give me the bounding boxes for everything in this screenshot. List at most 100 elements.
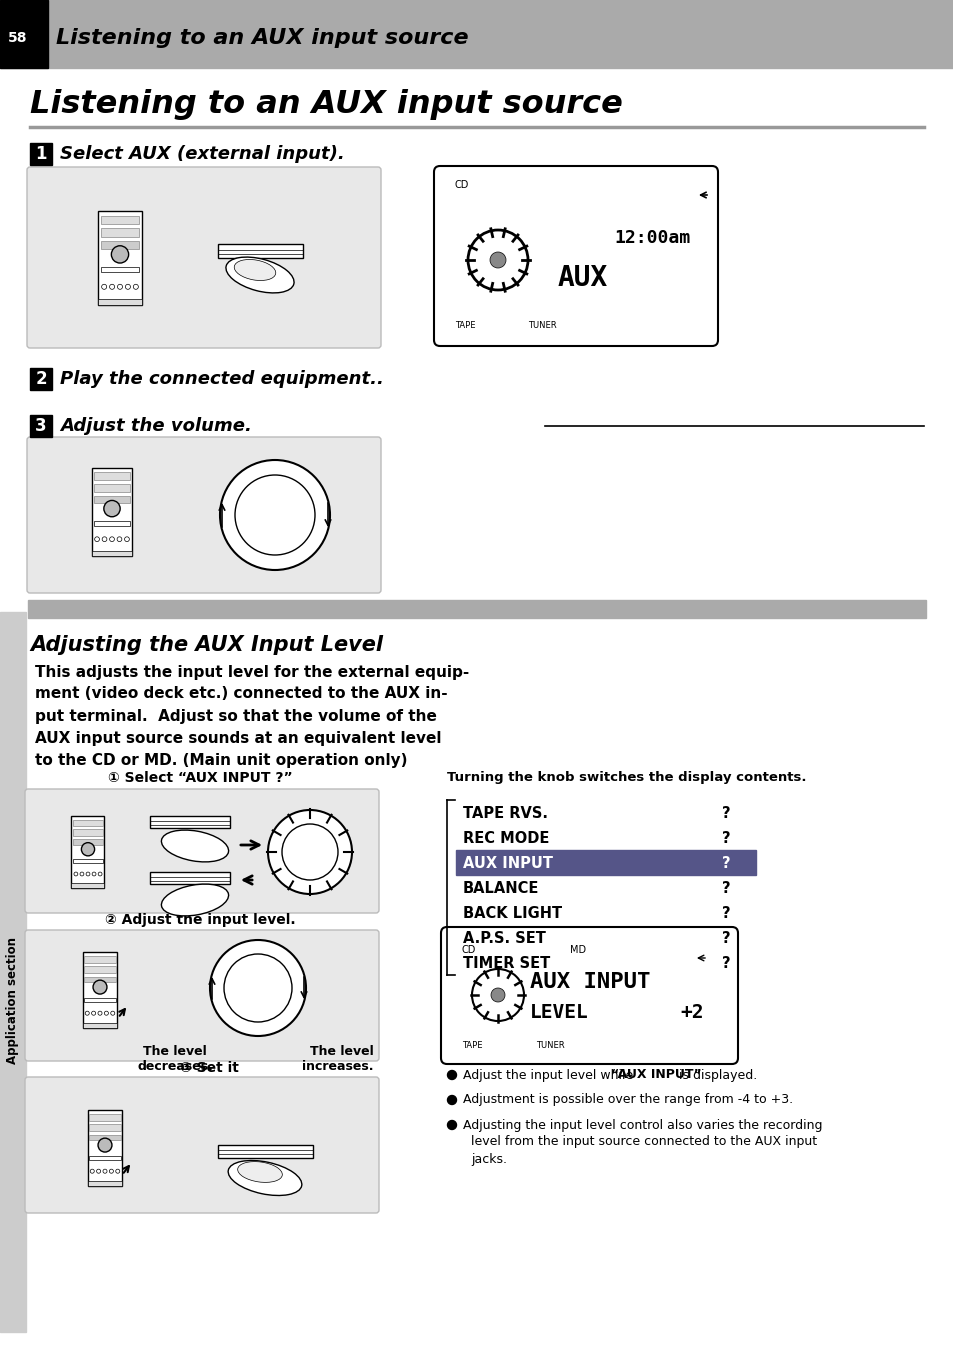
Text: Adjustment is possible over the range from -4 to +3.: Adjustment is possible over the range fr… bbox=[462, 1093, 792, 1106]
Bar bbox=[30, 143, 52, 165]
Ellipse shape bbox=[234, 259, 275, 281]
Circle shape bbox=[98, 873, 102, 875]
Bar bbox=[84, 997, 115, 1001]
Text: Adjusting the input level control also varies the recording: Adjusting the input level control also v… bbox=[462, 1119, 821, 1132]
Ellipse shape bbox=[237, 1162, 282, 1182]
Text: Turning the knob switches the display contents.: Turning the knob switches the display co… bbox=[447, 771, 805, 785]
Circle shape bbox=[91, 1011, 95, 1015]
Circle shape bbox=[102, 536, 107, 542]
Text: 12:00am: 12:00am bbox=[614, 230, 689, 247]
Text: ?: ? bbox=[721, 857, 730, 871]
Circle shape bbox=[94, 536, 99, 542]
Circle shape bbox=[103, 1169, 107, 1173]
Text: TUNER: TUNER bbox=[527, 320, 556, 330]
Circle shape bbox=[117, 284, 122, 289]
Text: AUX input source sounds at an equivalent level: AUX input source sounds at an equivalent… bbox=[35, 731, 441, 746]
Bar bbox=[456, 850, 755, 875]
Text: AUX: AUX bbox=[558, 263, 608, 292]
Bar bbox=[98, 211, 141, 305]
Bar bbox=[150, 816, 230, 828]
Ellipse shape bbox=[226, 257, 294, 293]
Text: Listening to an AUX input source: Listening to an AUX input source bbox=[56, 28, 468, 49]
Text: Select AUX (external input).: Select AUX (external input). bbox=[60, 145, 344, 163]
Bar bbox=[0, 0, 953, 68]
Bar bbox=[90, 1135, 120, 1140]
Bar bbox=[84, 955, 115, 963]
Bar bbox=[73, 859, 103, 863]
Text: +2: +2 bbox=[679, 1002, 702, 1021]
Circle shape bbox=[110, 536, 114, 542]
Circle shape bbox=[133, 284, 138, 289]
Text: TAPE: TAPE bbox=[455, 320, 475, 330]
Circle shape bbox=[234, 476, 314, 555]
Bar bbox=[0, 612, 26, 1332]
Circle shape bbox=[74, 873, 78, 875]
Text: Play the connected equipment..: Play the connected equipment.. bbox=[60, 370, 383, 388]
Bar bbox=[218, 245, 303, 258]
Circle shape bbox=[210, 940, 306, 1036]
Bar bbox=[88, 1111, 122, 1186]
Bar bbox=[100, 242, 139, 249]
Text: ?: ? bbox=[721, 831, 730, 846]
Text: ?: ? bbox=[721, 931, 730, 946]
Bar bbox=[100, 216, 139, 224]
Circle shape bbox=[447, 1096, 456, 1105]
FancyArrowPatch shape bbox=[244, 875, 252, 884]
Circle shape bbox=[112, 246, 129, 263]
Bar bbox=[93, 471, 131, 480]
Bar bbox=[93, 496, 131, 503]
Bar bbox=[93, 484, 131, 492]
Text: LEVEL: LEVEL bbox=[530, 1002, 588, 1021]
Ellipse shape bbox=[161, 884, 229, 916]
Bar bbox=[73, 839, 103, 844]
Circle shape bbox=[93, 979, 107, 994]
Text: to the CD or MD. (Main unit operation only): to the CD or MD. (Main unit operation on… bbox=[35, 753, 407, 767]
Text: TAPE: TAPE bbox=[461, 1040, 482, 1050]
Bar bbox=[98, 299, 141, 305]
Ellipse shape bbox=[228, 1161, 301, 1196]
Text: BALANCE: BALANCE bbox=[462, 881, 538, 896]
Bar bbox=[71, 884, 105, 888]
Circle shape bbox=[224, 954, 292, 1021]
Bar bbox=[84, 966, 115, 973]
FancyBboxPatch shape bbox=[27, 436, 380, 593]
Text: Listening to an AUX input source: Listening to an AUX input source bbox=[30, 89, 622, 120]
Circle shape bbox=[91, 1169, 94, 1173]
Text: 3: 3 bbox=[35, 417, 47, 435]
Circle shape bbox=[468, 230, 527, 290]
Circle shape bbox=[117, 536, 122, 542]
Text: 58: 58 bbox=[8, 31, 28, 45]
Text: ?: ? bbox=[721, 807, 730, 821]
Text: Application section: Application section bbox=[7, 936, 19, 1063]
Bar bbox=[88, 1181, 122, 1186]
Circle shape bbox=[282, 824, 337, 880]
Circle shape bbox=[447, 1070, 456, 1079]
Bar bbox=[30, 415, 52, 436]
Text: ?: ? bbox=[721, 907, 730, 921]
Circle shape bbox=[491, 988, 504, 1002]
FancyArrowPatch shape bbox=[240, 840, 259, 850]
Text: REC MODE: REC MODE bbox=[462, 831, 549, 846]
Circle shape bbox=[85, 1011, 90, 1015]
Bar bbox=[91, 551, 132, 557]
Circle shape bbox=[104, 1011, 109, 1015]
Bar bbox=[0, 0, 48, 68]
Circle shape bbox=[104, 500, 120, 517]
Text: The level
increases.: The level increases. bbox=[302, 1046, 374, 1073]
Bar bbox=[90, 1124, 120, 1131]
Text: Adjusting the AUX Input Level: Adjusting the AUX Input Level bbox=[30, 635, 382, 655]
Text: The level
decreases.: The level decreases. bbox=[137, 1046, 213, 1073]
Text: ③ Set it: ③ Set it bbox=[180, 1061, 238, 1075]
Text: put terminal.  Adjust so that the volume of the: put terminal. Adjust so that the volume … bbox=[35, 708, 436, 724]
Ellipse shape bbox=[161, 830, 229, 862]
Bar bbox=[84, 977, 115, 982]
Circle shape bbox=[447, 1120, 456, 1129]
Bar bbox=[73, 820, 103, 827]
Text: “AUX INPUT”: “AUX INPUT” bbox=[610, 1069, 700, 1082]
Text: This adjusts the input level for the external equip-: This adjusts the input level for the ext… bbox=[35, 665, 469, 680]
FancyBboxPatch shape bbox=[440, 927, 738, 1065]
Text: AUX INPUT: AUX INPUT bbox=[530, 971, 650, 992]
Text: TIMER SET: TIMER SET bbox=[462, 957, 550, 971]
Circle shape bbox=[111, 1011, 114, 1015]
Text: CD: CD bbox=[461, 944, 476, 955]
